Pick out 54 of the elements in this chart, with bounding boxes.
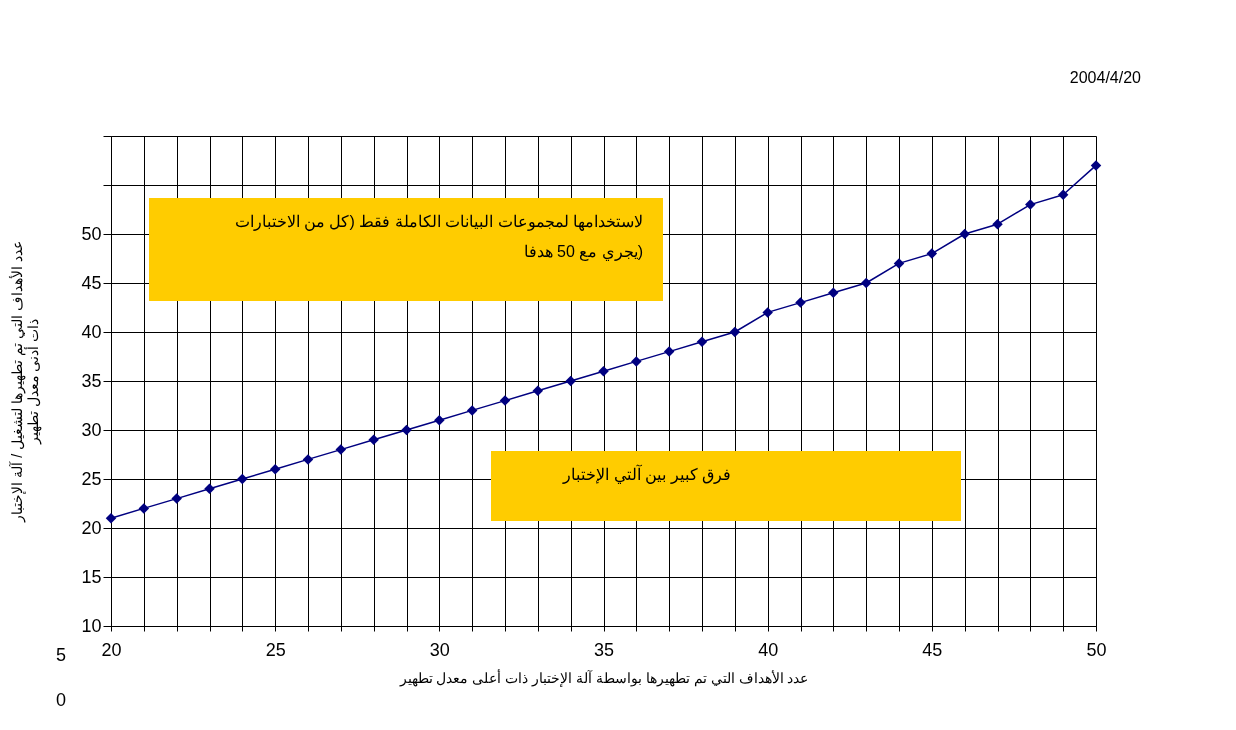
point	[105, 512, 117, 524]
point	[992, 218, 1003, 230]
point	[171, 493, 182, 504]
point	[663, 346, 675, 357]
x-tick-label: 35	[593, 639, 615, 660]
x-tick-label: 45	[922, 639, 943, 660]
y-tick-label: 30	[81, 419, 102, 440]
point	[762, 307, 773, 318]
y-tick-label: 20	[81, 517, 102, 538]
point	[237, 473, 248, 485]
text: 5	[55, 645, 66, 665]
point	[631, 356, 642, 367]
y-axis-title: عدد الأهداف التي تم تطهيرها لتشغيل / آلة الإختبار ذات أدنى معدل تطهير	[8, 241, 43, 523]
x-tick-label: 20	[101, 639, 122, 660]
point	[729, 326, 741, 338]
point	[204, 483, 215, 495]
point	[269, 463, 281, 475]
point	[466, 405, 478, 416]
point	[828, 287, 839, 299]
x-tick-label: 50	[1086, 639, 1107, 660]
x-axis-title: عدد الأهداف التي تم تطهيرها بواسطة آلة الإختبار ذات أعلى معدل تطهير	[398, 667, 809, 687]
point	[138, 503, 150, 514]
point	[1090, 160, 1102, 171]
y-tick-label: 45	[81, 272, 102, 293]
point	[893, 258, 905, 269]
x-tick-label: 25	[265, 639, 286, 660]
annotation: لاستخدامها لمجموعات البيانات الكاملة فقط (كل من الاختبارات يجري مع 50 هدفا)	[234, 213, 643, 261]
y-tick-label: 40	[81, 321, 102, 342]
point	[499, 395, 511, 406]
point	[302, 454, 314, 465]
point	[565, 375, 576, 387]
point	[434, 414, 445, 426]
point	[532, 385, 544, 397]
y-tick-label: 25	[81, 468, 102, 489]
point	[335, 444, 347, 455]
y-tick-label: 15	[81, 566, 102, 587]
point	[959, 228, 970, 240]
point	[1057, 189, 1069, 201]
point	[795, 297, 806, 308]
y-tick-label: 10	[81, 615, 102, 636]
point	[696, 336, 708, 348]
x-tick-label: 30	[429, 639, 450, 660]
point	[1025, 199, 1036, 210]
annotation: فرق كبير بين آلتي الإختبار	[562, 464, 731, 484]
x-tick-label: 40	[758, 639, 779, 660]
point	[860, 277, 872, 289]
point	[368, 434, 379, 446]
y-tick-label: 35	[81, 370, 102, 391]
point	[401, 424, 412, 436]
text: 0	[55, 690, 66, 710]
point	[598, 365, 609, 377]
point	[926, 248, 938, 259]
text: 2004/4/20	[1069, 69, 1142, 86]
y-tick-label: 50	[81, 223, 102, 244]
